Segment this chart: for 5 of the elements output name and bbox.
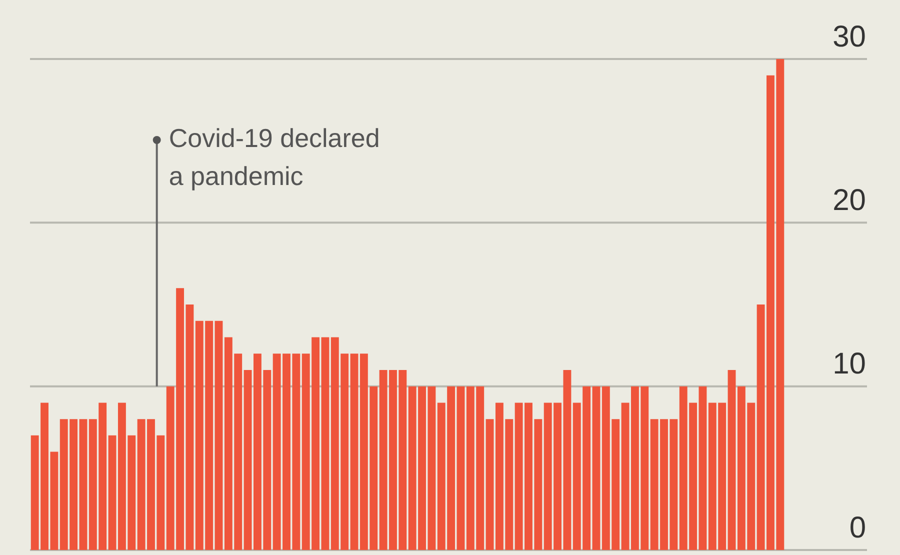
y-tick-label: 30: [832, 20, 866, 54]
annotation: Covid-19 declared a pandemic: [168, 123, 380, 192]
y-tick-label: 10: [832, 348, 866, 381]
y-tick-label: 20: [832, 184, 866, 217]
y-tick-label: 0: [849, 511, 866, 544]
